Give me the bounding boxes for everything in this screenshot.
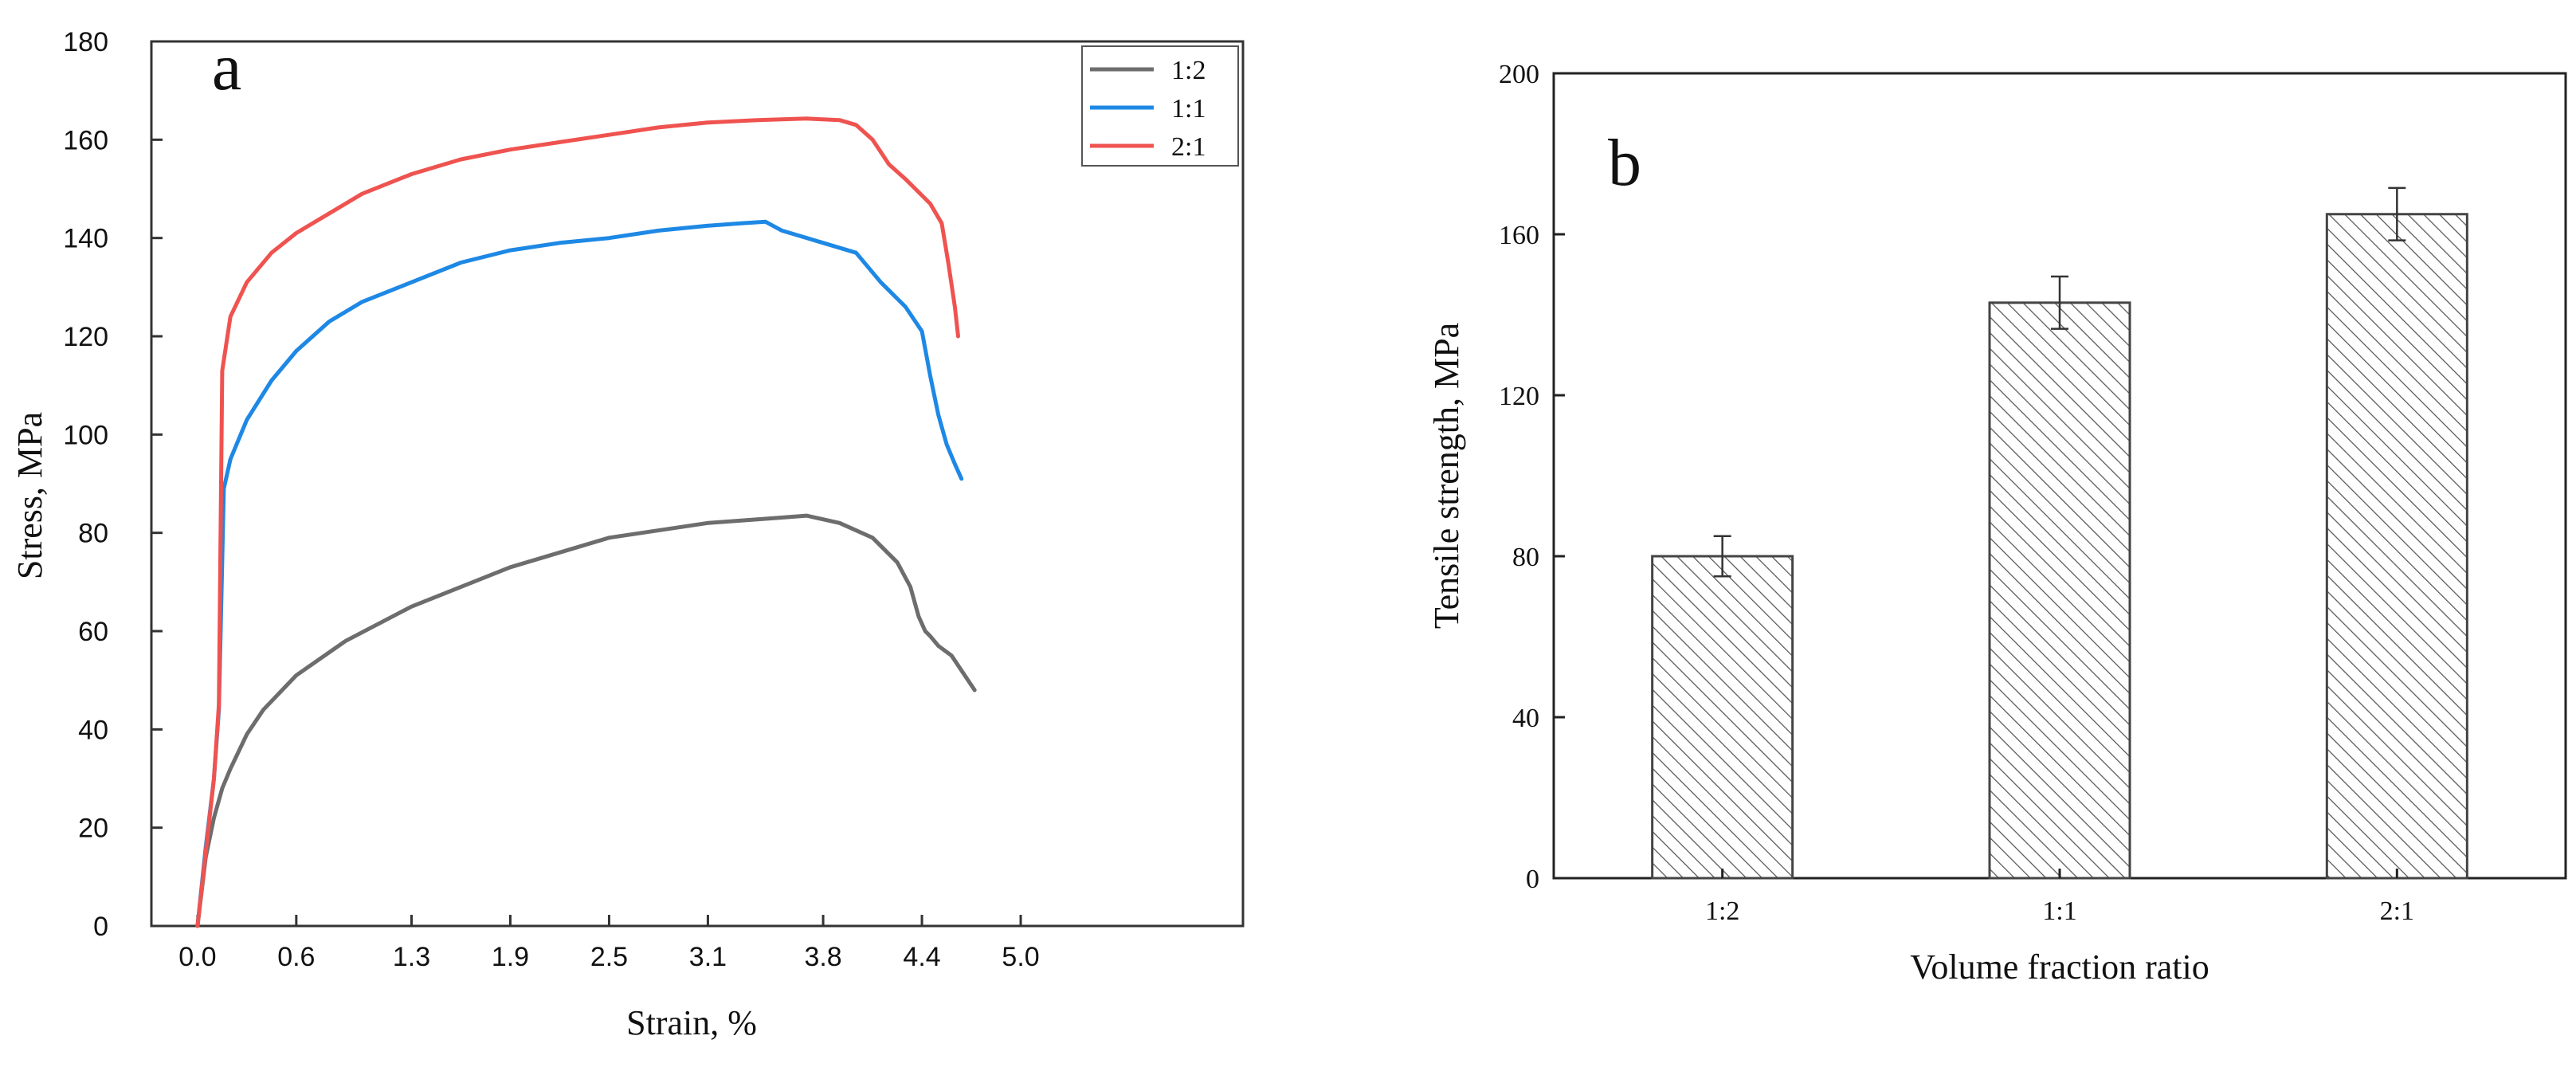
panel-b-y-axis: 0 40 80 120 160 200 <box>1499 60 1565 894</box>
error-bar-1-1 <box>2051 275 2068 330</box>
series-line-2-1 <box>195 116 960 928</box>
bar-2-1 <box>2325 213 2468 880</box>
panel-b-bars <box>1651 186 2468 880</box>
legend-entry-2-1: 2:1 <box>1090 132 1206 162</box>
panel-b-x-tick-label: 2:1 <box>2380 896 2414 926</box>
panel-a-x-axis-title: Strain, % <box>626 1003 757 1042</box>
panel-a-y-tick-label: 80 <box>78 519 108 549</box>
panel-a-x-tick-label: 3.8 <box>804 942 841 972</box>
panel-b-x-tick-label: 1:1 <box>2042 896 2076 926</box>
panel-a-x-tick-label: 1.9 <box>492 942 529 972</box>
panel-b-y-tick-label: 40 <box>1512 704 1539 733</box>
panel-a-x-tick-label: 3.1 <box>689 942 727 972</box>
panel-a-x-tick-label: 2.5 <box>590 942 628 972</box>
panel-b-y-tick-label: 160 <box>1499 221 1539 250</box>
legend-label-2-1: 2:1 <box>1171 132 1206 162</box>
series-line-1-1 <box>195 219 964 928</box>
panel-b-x-axis: 1:2 1:1 2:1 <box>1705 869 2414 926</box>
bar-1-2 <box>1651 555 1794 880</box>
panel-a-y-tick-label: 160 <box>63 125 108 155</box>
panel-a-x-tick-label: 1.3 <box>393 942 430 972</box>
panel-a-x-tick-label: 0.6 <box>277 942 315 972</box>
bar-1-1 <box>1988 301 2131 880</box>
panel-b-label: b <box>1608 126 1641 200</box>
panel-a-series <box>195 116 977 928</box>
panel-b-y-axis-title: Tensile strength, MPa <box>1427 323 1466 629</box>
panel-a-label: a <box>212 30 241 104</box>
panel-b-x-axis-title: Volume fraction ratio <box>1910 947 2209 987</box>
panel-b-x-tick-label: 1:2 <box>1705 896 1739 926</box>
panel-a-y-tick-label: 0 <box>93 912 108 942</box>
error-bar-1-2 <box>1713 535 1731 578</box>
panel-b-y-tick-label: 0 <box>1526 865 1539 894</box>
panel-a-x-tick-label: 4.4 <box>903 942 940 972</box>
panel-a-y-tick-label: 100 <box>63 420 108 450</box>
panel-b-y-tick-label: 80 <box>1512 543 1539 572</box>
panel-b-y-tick-label: 120 <box>1499 382 1539 411</box>
panel-a-y-tick-label: 180 <box>63 27 108 57</box>
panel-a-y-tick-label: 20 <box>78 814 108 844</box>
legend-label-1-1: 1:1 <box>1171 94 1206 124</box>
panel-a-x-tick-label: 5.0 <box>1002 942 1039 972</box>
panel-a: 0 20 40 60 80 100 120 140 160 180 0.0 0.6 1.3 1.9 2.5… <box>10 27 1245 1042</box>
panel-a-y-tick-label: 60 <box>78 617 108 647</box>
error-bar-2-1 <box>2388 186 2406 241</box>
panel-a-frame <box>150 40 1245 928</box>
panel-a-legend: 1:2 1:1 2:1 <box>1081 45 1239 167</box>
panel-a-x-tick-label: 0.0 <box>178 942 216 972</box>
panel-a-y-tick-label: 140 <box>63 224 108 254</box>
panel-b: 0 40 80 120 160 200 1:2 1:1 2:1 b Volume fracti… <box>1427 60 2567 987</box>
panel-a-y-axis: 0 20 40 60 80 100 120 140 160 180 <box>63 27 163 942</box>
series-line-1-2 <box>195 513 977 928</box>
legend-entry-1-1: 1:1 <box>1090 94 1206 124</box>
legend-entry-1-2: 1:2 <box>1090 56 1206 85</box>
panel-a-y-tick-label: 40 <box>78 715 108 745</box>
panel-a-y-axis-title: Stress, MPa <box>10 412 49 579</box>
legend-label-1-2: 1:2 <box>1171 56 1206 85</box>
panel-b-y-tick-label: 200 <box>1499 60 1539 89</box>
panel-a-y-tick-label: 120 <box>63 322 108 352</box>
panel-a-x-axis: 0.0 0.6 1.3 1.9 2.5 3.1 3.8 4.4 5.0 <box>178 915 1040 972</box>
